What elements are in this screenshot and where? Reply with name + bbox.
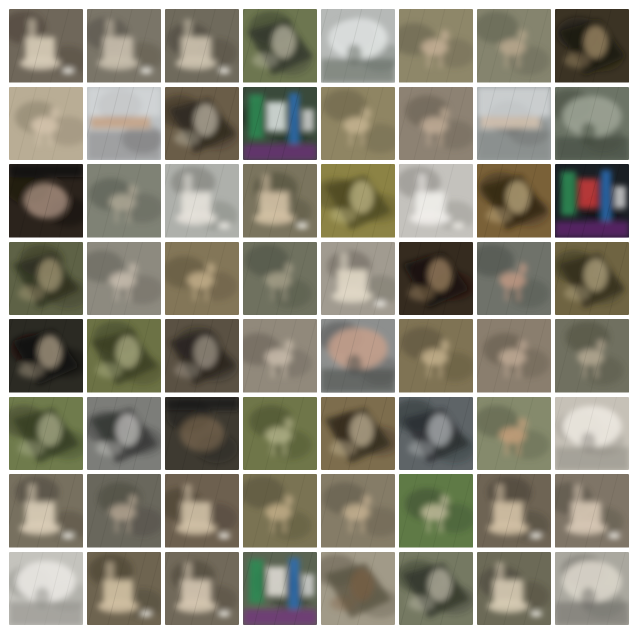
sample-image-tile <box>243 319 317 393</box>
sample-image-tile <box>555 319 629 393</box>
sample-image-tile <box>477 164 551 238</box>
sample-image-tile <box>399 396 473 470</box>
sample-image-tile <box>243 474 317 548</box>
sample-image-tile <box>477 241 551 315</box>
sample-image-tile <box>321 396 395 470</box>
sample-image-tile <box>321 86 395 160</box>
sample-image-tile <box>9 9 83 83</box>
sample-image-tile <box>87 86 161 160</box>
sample-image-tile <box>9 241 83 315</box>
sample-image-tile <box>555 551 629 625</box>
sample-image-tile <box>321 319 395 393</box>
sample-image-tile <box>243 86 317 160</box>
sample-image-tile <box>399 86 473 160</box>
sample-image-tile <box>9 551 83 625</box>
sample-image-tile <box>399 319 473 393</box>
sample-image-tile <box>87 164 161 238</box>
sample-image-tile <box>321 551 395 625</box>
image-grid <box>9 9 632 628</box>
sample-image-tile <box>321 241 395 315</box>
sample-image-tile <box>9 164 83 238</box>
sample-image-tile <box>555 86 629 160</box>
sample-image-tile <box>321 9 395 83</box>
sample-image-tile <box>555 241 629 315</box>
sample-image-tile <box>165 241 239 315</box>
sample-image-tile <box>477 319 551 393</box>
sample-image-tile <box>87 396 161 470</box>
sample-image-tile <box>87 319 161 393</box>
sample-image-tile <box>321 164 395 238</box>
sample-image-tile <box>477 396 551 470</box>
sample-image-tile <box>555 396 629 470</box>
sample-image-tile <box>165 396 239 470</box>
sample-image-tile <box>165 319 239 393</box>
sample-image-tile <box>9 319 83 393</box>
sample-image-tile <box>243 9 317 83</box>
sample-image-tile <box>477 551 551 625</box>
sample-image-tile <box>399 9 473 83</box>
sample-image-tile <box>555 164 629 238</box>
sample-image-tile <box>165 551 239 625</box>
sample-image-tile <box>399 241 473 315</box>
sample-image-tile <box>243 396 317 470</box>
sample-image-tile <box>9 86 83 160</box>
sample-image-tile <box>477 86 551 160</box>
sample-image-tile <box>243 241 317 315</box>
sample-image-tile <box>165 164 239 238</box>
sample-image-tile <box>555 474 629 548</box>
sample-image-tile <box>87 9 161 83</box>
sample-image-tile <box>243 551 317 625</box>
sample-image-tile <box>399 164 473 238</box>
sample-image-tile <box>87 551 161 625</box>
sample-image-tile <box>477 474 551 548</box>
sample-image-tile <box>477 9 551 83</box>
sample-image-tile <box>87 241 161 315</box>
sample-image-tile <box>555 9 629 83</box>
sample-image-tile <box>321 474 395 548</box>
sample-image-tile <box>165 86 239 160</box>
sample-image-tile <box>165 9 239 83</box>
sample-image-tile <box>399 551 473 625</box>
sample-image-tile <box>87 474 161 548</box>
sample-image-tile <box>243 164 317 238</box>
sample-image-tile <box>9 474 83 548</box>
sample-image-tile <box>9 396 83 470</box>
sample-image-tile <box>399 474 473 548</box>
sample-image-tile <box>165 474 239 548</box>
